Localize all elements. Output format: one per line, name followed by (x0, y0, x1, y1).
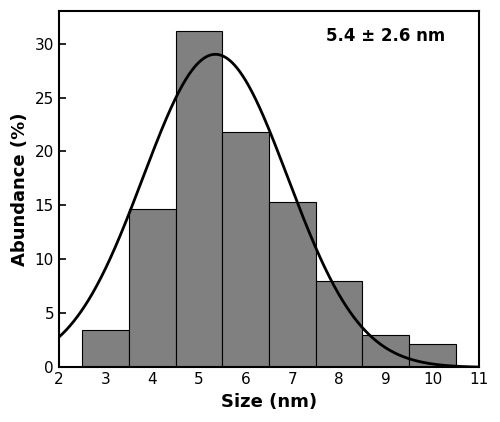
X-axis label: Size (nm): Size (nm) (221, 393, 317, 411)
Bar (82, 330, 129, 368)
Y-axis label: Abundance (%): Abundance (%) (11, 113, 29, 266)
Bar (316, 281, 362, 368)
Bar (222, 132, 269, 368)
Bar (176, 30, 222, 368)
Bar (362, 335, 409, 368)
Bar (129, 209, 176, 368)
Bar (269, 202, 316, 368)
Text: 5.4 ± 2.6 nm: 5.4 ± 2.6 nm (326, 27, 446, 45)
Bar (409, 344, 456, 368)
